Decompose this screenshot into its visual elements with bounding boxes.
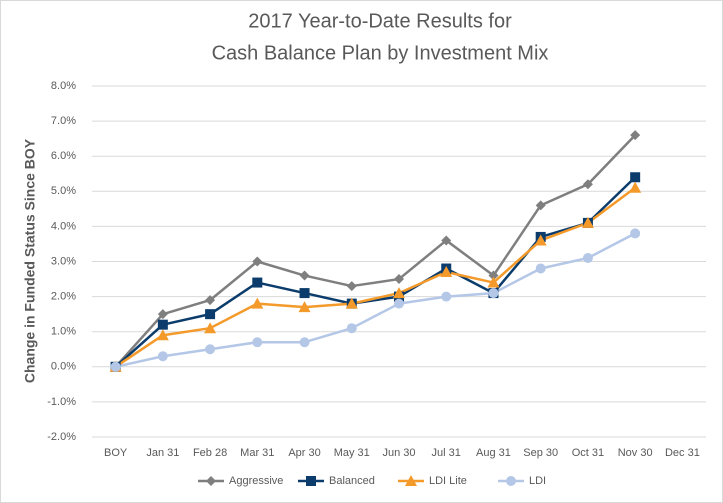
marker — [506, 476, 516, 486]
marker — [157, 351, 168, 362]
y-tick-label: 3.0% — [51, 255, 76, 267]
marker — [346, 281, 357, 292]
marker — [582, 179, 593, 190]
marker — [535, 200, 546, 211]
chart-title: Cash Balance Plan by Investment Mix — [212, 42, 549, 64]
y-tick-label: 2.0% — [51, 291, 76, 303]
marker — [156, 329, 169, 341]
marker — [488, 270, 499, 281]
y-tick-label: 6.0% — [51, 150, 76, 162]
marker — [394, 298, 404, 309]
x-tick-label: May 31 — [334, 447, 370, 459]
x-tick-label: Sep 30 — [523, 447, 558, 459]
y-tick-label: 8.0% — [51, 80, 76, 92]
marker — [440, 266, 453, 278]
y-axis-label: Change in Funded Status Since BOY — [22, 138, 38, 383]
y-tick-label: -2.0% — [47, 431, 76, 443]
y-tick-label: 0.0% — [51, 361, 76, 373]
marker — [393, 287, 405, 299]
marker — [441, 291, 452, 302]
x-tick-label: Mar 31 — [240, 447, 274, 459]
marker — [405, 475, 417, 486]
marker — [298, 301, 311, 313]
x-tick-label: Apr 30 — [288, 447, 320, 459]
marker — [629, 181, 642, 193]
marker — [630, 228, 641, 239]
marker — [630, 130, 641, 141]
marker — [252, 277, 263, 288]
x-tick-label: Dec 31 — [665, 447, 700, 459]
series-line — [114, 134, 637, 368]
marker — [394, 274, 404, 285]
marker — [205, 344, 216, 355]
x-tick-label: Nov 30 — [618, 447, 653, 459]
marker — [345, 297, 358, 309]
marker — [488, 288, 499, 299]
marker — [299, 337, 310, 348]
x-tick-label: Aug 31 — [476, 447, 511, 459]
marker — [581, 216, 594, 228]
y-tick-label: 1.0% — [51, 326, 76, 338]
x-tick-label: BOY — [104, 447, 128, 459]
marker — [346, 323, 357, 334]
y-tick-label: -1.0% — [47, 396, 76, 408]
y-tick-label: 4.0% — [51, 220, 76, 232]
marker — [252, 256, 263, 267]
y-tick-label: 7.0% — [51, 115, 76, 127]
marker — [204, 322, 217, 334]
marker — [205, 309, 216, 320]
marker — [630, 172, 641, 183]
marker — [487, 276, 500, 288]
marker — [206, 476, 216, 486]
marker — [441, 235, 452, 246]
marker — [157, 309, 168, 320]
x-tick-label: Feb 28 — [193, 447, 227, 459]
legend-label: LDI Lite — [429, 475, 467, 487]
marker — [110, 361, 121, 372]
marker — [205, 295, 216, 306]
marker — [299, 288, 310, 299]
x-tick-label: Jan 31 — [146, 447, 179, 459]
legend-label: Aggressive — [229, 475, 283, 487]
marker — [535, 263, 546, 274]
y-tick-label: 5.0% — [51, 185, 76, 197]
series-line — [114, 176, 637, 368]
marker — [252, 337, 263, 348]
legend-label: Balanced — [329, 475, 375, 487]
marker — [306, 476, 316, 486]
legend-label: LDI — [529, 475, 546, 487]
chart-title: 2017 Year-to-Date Results for — [248, 10, 512, 32]
marker — [582, 252, 593, 263]
marker — [157, 319, 168, 330]
x-tick-label: Jul 31 — [432, 447, 461, 459]
series-line — [115, 232, 636, 369]
x-tick-label: Jun 30 — [382, 447, 415, 459]
marker — [299, 270, 310, 281]
x-tick-label: Oct 31 — [572, 447, 604, 459]
marker — [251, 297, 264, 309]
series-line — [114, 186, 636, 368]
marker — [534, 234, 547, 246]
